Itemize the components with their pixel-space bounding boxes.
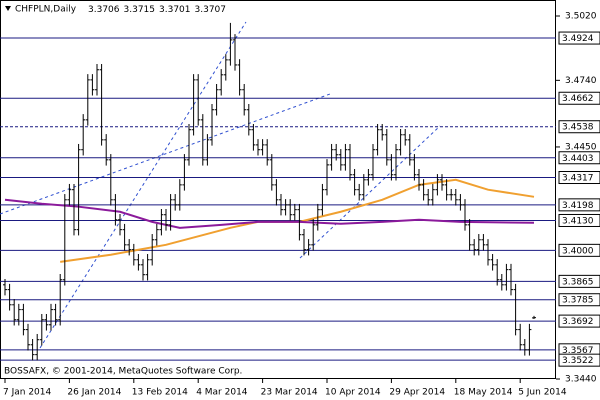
trendline <box>39 21 247 349</box>
level-label: 3.4198 <box>562 201 594 211</box>
level-label-box <box>558 198 600 212</box>
axis: 3.5020 3.4740 3.4450 3.3440 7 Jan 2014 26 Jan… <box>3 12 597 398</box>
title-value: 3.3715 <box>124 5 156 15</box>
level-label: 3.4403 <box>562 154 594 164</box>
level-label-box <box>558 274 600 288</box>
x-tick-label: 10 Apr 2014 <box>325 388 381 398</box>
x-tick-label: 26 Jan 2014 <box>67 388 121 398</box>
y-tick-label: 3.4450 <box>565 142 597 152</box>
level-label: 3.4317 <box>562 174 594 184</box>
trendline <box>0 93 331 215</box>
level-label: 3.4130 <box>562 216 594 226</box>
levels: 3.4924 3.4662 3.4538 3.4403 3.4317 3.4198 3.41… <box>0 31 600 367</box>
x-tick-label: 4 Mar 2014 <box>196 388 248 398</box>
trendlines <box>0 21 441 349</box>
x-tick-label: 18 May 2014 <box>454 388 513 398</box>
x-tick-label: 7 Jan 2014 <box>3 388 51 398</box>
title-value: 3.3707 <box>195 5 227 15</box>
menu-icon <box>5 6 11 11</box>
y-tick-label: 3.3440 <box>565 375 597 385</box>
level-label-box <box>558 353 600 367</box>
level-label: 3.4000 <box>562 246 594 256</box>
bars <box>3 22 536 361</box>
y-tick-label: 3.4740 <box>565 76 597 86</box>
level-label: 3.4924 <box>562 34 594 44</box>
title-value: 3.3701 <box>159 5 191 15</box>
footer: BOSSAFX, © 2001-2014, MetaQuotes Softwar… <box>4 367 242 377</box>
chart-title: CHFPLN,Daily <box>15 5 77 15</box>
level-label: 3.3865 <box>562 277 594 287</box>
moving-average <box>60 178 535 263</box>
level-label: 3.3785 <box>562 296 594 306</box>
level-label: 3.4662 <box>562 94 594 104</box>
x-tick-label: 23 Mar 2014 <box>261 388 318 398</box>
plot-frame <box>0 0 556 379</box>
x-tick-label: 5 Jun 2014 <box>518 388 567 398</box>
y-tick-label: 3.5020 <box>565 12 597 22</box>
level-label-box <box>558 151 600 165</box>
level-label-box <box>558 243 600 257</box>
x-tick-label: 13 Feb 2014 <box>132 388 188 398</box>
level-label: 3.3692 <box>562 317 594 327</box>
moving-average <box>4 198 535 229</box>
level-label-box <box>558 171 600 185</box>
level-label-box <box>558 213 600 227</box>
level-label: 3.3567 <box>562 346 594 356</box>
level-label-box <box>558 120 600 134</box>
level-label-box <box>558 91 600 105</box>
level-label-box <box>558 31 600 45</box>
level-label: 3.3522 <box>562 356 594 366</box>
moving-averages <box>4 178 535 263</box>
title-values: 3.3706 3.3715 3.3701 3.3707 <box>88 5 226 15</box>
x-tick-label: 29 Apr 2014 <box>389 388 445 398</box>
level-label-box <box>558 314 600 328</box>
level-label: 3.4538 <box>562 123 594 133</box>
title-value: 3.3706 <box>88 5 120 15</box>
trendline <box>299 125 441 259</box>
level-label-box <box>558 293 600 307</box>
